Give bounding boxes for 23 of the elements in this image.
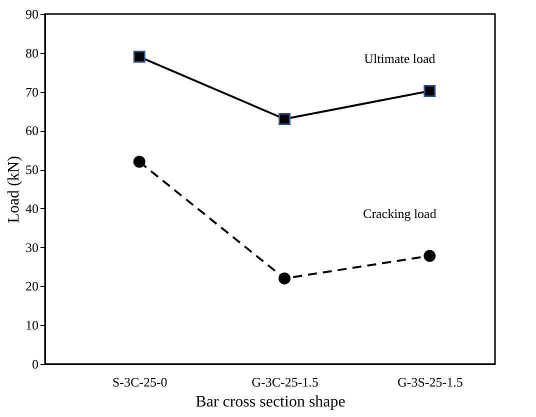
y-tick-label: 30	[26, 240, 38, 255]
y-tick-label: 80	[26, 45, 38, 60]
series-label: Ultimate load	[364, 51, 436, 66]
text: Cracking load	[363, 206, 437, 221]
point	[278, 113, 291, 125]
point	[424, 85, 436, 97]
y-tick-label: 90	[26, 6, 38, 22]
point	[424, 250, 436, 262]
y-tick-label: 20	[26, 278, 38, 294]
x-axis-title: Bar cross section shape	[196, 394, 346, 410]
y-tick-label: 70	[26, 84, 38, 100]
y-tick-label: 50	[26, 162, 38, 178]
y-tick-label: 40	[26, 200, 38, 216]
y-tick-label: 60	[26, 123, 38, 138]
x-tick-label: S-3C-25-0	[112, 374, 168, 390]
point	[133, 156, 146, 168]
y-tick-label: 0	[32, 356, 38, 372]
y-axis-title: Load (kN)	[6, 156, 22, 224]
x-tick-label: G-3S-25-1.5	[398, 374, 463, 390]
y-tick-label: 10	[26, 318, 38, 333]
x-tick-label: G-3C-25-1.5	[252, 374, 318, 390]
point	[133, 50, 146, 63]
point	[278, 272, 291, 284]
